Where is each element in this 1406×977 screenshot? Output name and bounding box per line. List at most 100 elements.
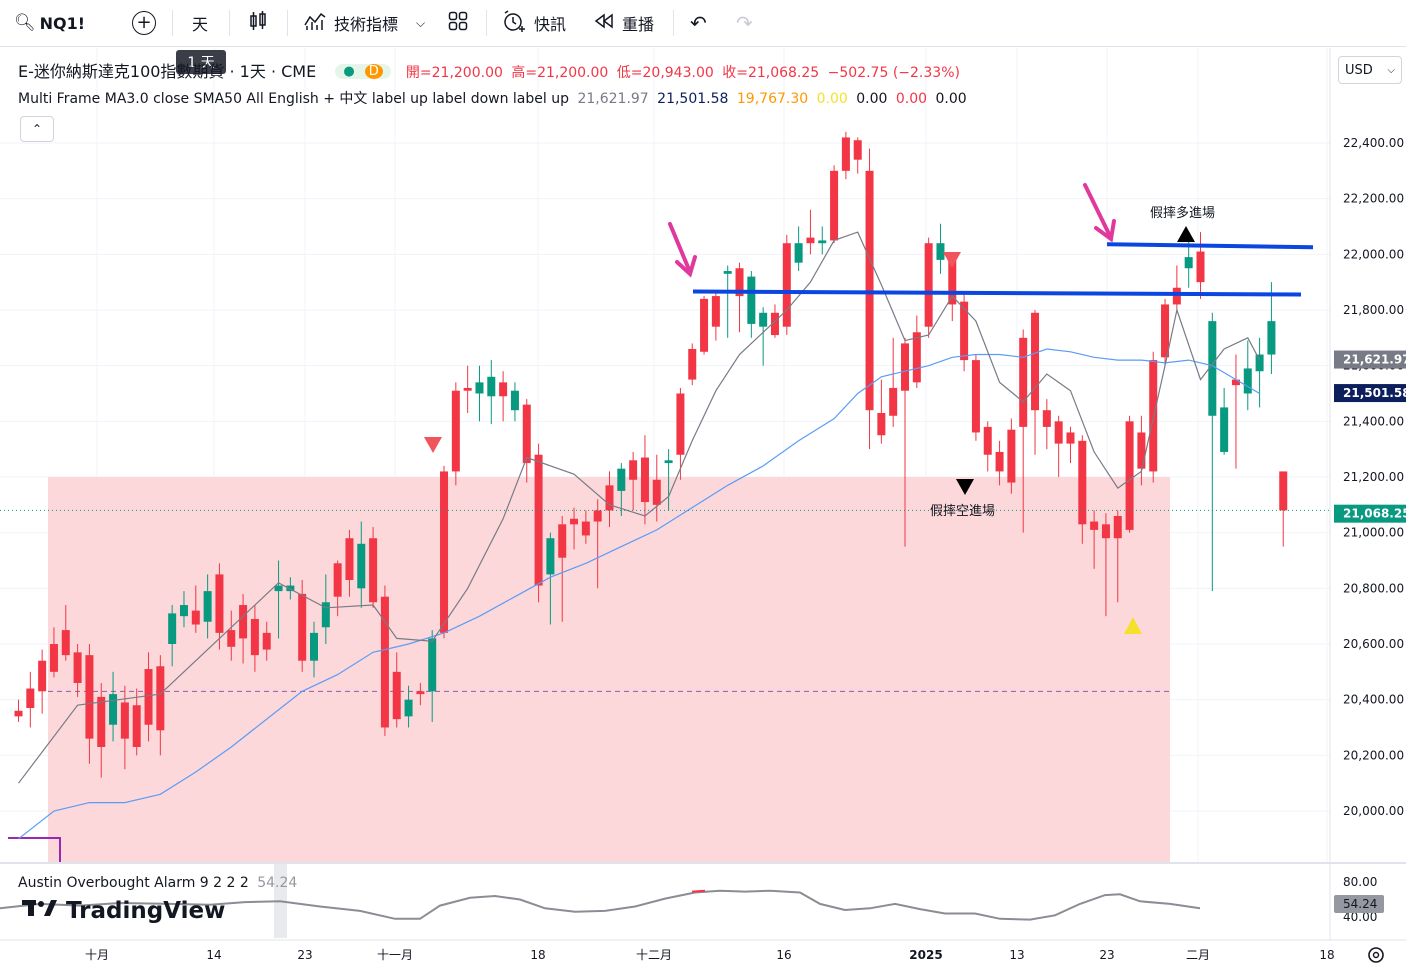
redo-icon: ↷ bbox=[736, 11, 753, 35]
oscillator-name[interactable]: Austin Overbought Alarm 9 2 2 2 bbox=[18, 875, 249, 891]
instrument-name[interactable]: E-迷你納斯達克100指數期貨 · 1天 · CME bbox=[18, 62, 317, 81]
candle bbox=[1101, 513, 1110, 617]
time-tick-label: 十二月 bbox=[636, 948, 672, 962]
pink-arrow-1[interactable] bbox=[668, 222, 697, 278]
candle bbox=[1267, 282, 1276, 375]
candle bbox=[475, 365, 484, 422]
alarm-clock-icon bbox=[502, 10, 526, 36]
interval-button[interactable]: 天 bbox=[192, 0, 208, 46]
candle bbox=[841, 131, 850, 180]
indicator-value-2: 21,501.58 bbox=[657, 91, 729, 107]
time-tick-label: 16 bbox=[776, 948, 791, 962]
currency-select[interactable]: USD ⌵ bbox=[1338, 56, 1402, 84]
candle bbox=[960, 293, 969, 372]
candle bbox=[676, 387, 685, 480]
indicators-icon bbox=[304, 11, 326, 35]
candle bbox=[912, 315, 921, 388]
price-tick-label: 20,000.00 bbox=[1343, 804, 1404, 818]
price-tick-label: 20,200.00 bbox=[1343, 748, 1404, 762]
black-down-triangle-marker bbox=[956, 479, 974, 495]
interval-label: 天 bbox=[192, 15, 209, 34]
indicators-button[interactable]: 技術指標 bbox=[304, 0, 398, 46]
tradingview-logo[interactable]: TradingView bbox=[22, 898, 225, 924]
candle bbox=[983, 421, 992, 472]
indicators-dropdown-button[interactable]: ⌵ bbox=[416, 0, 425, 46]
candle bbox=[156, 655, 165, 756]
candle bbox=[97, 682, 106, 778]
candle bbox=[227, 610, 236, 661]
candle bbox=[144, 652, 153, 742]
settings-gear-icon[interactable] bbox=[1368, 947, 1384, 963]
open-value: 開=21,200.00 bbox=[405, 65, 503, 81]
indicator-value-3: 19,767.30 bbox=[736, 91, 809, 107]
candle bbox=[1255, 337, 1264, 408]
indicator-name[interactable]: Multi Frame MA3.0 close SMA50 All Englis… bbox=[18, 91, 569, 107]
blue-trend-line-2[interactable] bbox=[1106, 242, 1314, 250]
candle bbox=[818, 226, 827, 255]
price-badge-bg bbox=[1334, 350, 1406, 369]
candle bbox=[345, 529, 354, 597]
candle bbox=[239, 593, 248, 664]
indicator-value-1: 21,621.97 bbox=[577, 91, 649, 107]
indicator-value-7: 0.00 bbox=[935, 91, 967, 107]
candle bbox=[428, 630, 437, 722]
tv-mark-icon bbox=[22, 898, 58, 924]
candle bbox=[49, 627, 58, 678]
change-value: −502.75 (−2.33%) bbox=[827, 65, 960, 81]
pink-arrow-2[interactable] bbox=[1083, 183, 1116, 243]
chevron-down-icon: ⌵ bbox=[1387, 64, 1395, 76]
indicators-label: 技術指標 bbox=[334, 15, 399, 34]
alert-button[interactable]: 快訊 bbox=[502, 0, 566, 46]
osc-value-badge-bg bbox=[1334, 895, 1384, 913]
price-tick-label: 21,400.00 bbox=[1343, 414, 1404, 428]
chevron-down-icon: ⌵ bbox=[416, 15, 426, 30]
candle bbox=[1125, 415, 1134, 533]
price-axis: 22,400.00 22,200.00 22,000.00 21,800.00 21,6… bbox=[1343, 136, 1404, 818]
time-tick-label: 十一月 bbox=[377, 948, 413, 962]
oscillator-legend: Austin Overbought Alarm 9 2 2 2 54.24 bbox=[18, 875, 297, 891]
candle bbox=[1007, 418, 1016, 494]
price-badge-bg bbox=[1334, 384, 1406, 403]
indicator-legend: Multi Frame MA3.0 close SMA50 All Englis… bbox=[18, 88, 967, 108]
blue-trend-line-1[interactable] bbox=[692, 289, 1302, 297]
candle bbox=[593, 499, 602, 589]
chevron-up-icon: ⌃ bbox=[31, 122, 43, 136]
ma-fast-line bbox=[18, 231, 1261, 784]
osc-value-badge: 54.24 bbox=[1343, 897, 1377, 911]
candle bbox=[534, 443, 543, 603]
candle bbox=[865, 148, 874, 450]
undo-button[interactable]: ↶ bbox=[690, 0, 707, 46]
purple-box-marker bbox=[8, 837, 61, 862]
symbol-legend: E-迷你納斯達克100指數期貨 · 1天 · CME ● D 開=21,200.… bbox=[18, 58, 960, 82]
chart-type-button[interactable] bbox=[248, 0, 268, 46]
oscillator-value: 54.24 bbox=[257, 875, 298, 891]
price-tick-label: 21,800.00 bbox=[1343, 303, 1404, 317]
candle bbox=[274, 560, 283, 639]
indicator-value-6: 0.00 bbox=[895, 91, 928, 107]
candle bbox=[664, 449, 673, 511]
compare-button[interactable]: + bbox=[132, 0, 156, 46]
time-tick-label: 18 bbox=[1319, 948, 1334, 962]
candle bbox=[250, 605, 259, 672]
candle bbox=[1231, 354, 1240, 469]
candle bbox=[1031, 310, 1040, 455]
redo-button[interactable]: ↷ bbox=[736, 0, 753, 46]
alert-label: 快訊 bbox=[534, 15, 567, 34]
time-tick-label: 二月 bbox=[1186, 948, 1210, 962]
replay-button[interactable]: 重播 bbox=[594, 0, 654, 46]
badge-letter: D bbox=[364, 64, 383, 79]
currency-label: USD bbox=[1345, 62, 1373, 78]
legend-collapse-button[interactable]: ⌃ bbox=[20, 116, 54, 142]
symbol-search-button[interactable]: 🔍︎ NQ1! bbox=[14, 0, 85, 46]
candle bbox=[499, 371, 508, 422]
candle bbox=[605, 471, 614, 528]
osc-axis-40: 40.00 bbox=[1343, 910, 1377, 924]
osc-axis-80: 80.00 bbox=[1343, 875, 1377, 889]
candle bbox=[1019, 329, 1028, 533]
candle bbox=[924, 237, 933, 338]
candle bbox=[723, 265, 732, 338]
candle bbox=[688, 343, 697, 386]
candle bbox=[215, 563, 224, 650]
layout-button[interactable] bbox=[448, 0, 468, 46]
